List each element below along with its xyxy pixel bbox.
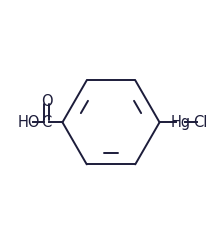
Text: Cl: Cl [193,115,208,130]
Text: Hg: Hg [170,115,190,130]
Text: C: C [42,115,52,130]
Text: O: O [41,94,52,109]
Text: HO: HO [17,115,40,130]
